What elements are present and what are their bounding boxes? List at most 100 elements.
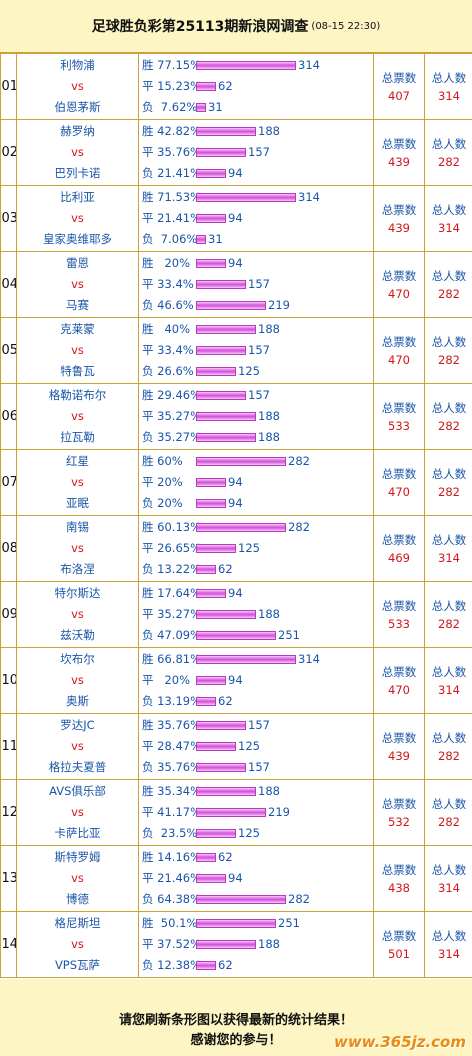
draw-percent-label: 平 15.23% [142, 79, 202, 93]
win-percent-label: 胜 77.15% [142, 58, 202, 72]
win-bar [196, 391, 246, 400]
draw-count: 94 [228, 871, 243, 885]
win-percent-label: 胜 14.16% [142, 850, 202, 864]
total-votes-label: 总票数 [381, 928, 417, 943]
away-team: 奥斯 [66, 694, 89, 708]
win-bar [196, 61, 296, 70]
lose-count: 94 [228, 496, 243, 510]
draw-count: 94 [228, 673, 243, 687]
draw-count: 94 [228, 475, 243, 489]
vs-label: vs [71, 937, 84, 951]
total-people-cell: 总人数 314 [424, 911, 472, 978]
match-row: 01 利物浦 vs 伯恩茅斯 胜 77.15% 314 平 15.23% 62 负 7.… [0, 53, 472, 120]
match-number: 11 [1, 739, 17, 754]
home-team: 红星 [66, 454, 89, 468]
total-votes-cell: 总票数 470 [373, 251, 425, 318]
vs-label: vs [71, 739, 84, 753]
teams-cell: 比利亚 vs 皇家奥维耶多 [16, 185, 139, 252]
total-votes-cell: 总票数 470 [373, 647, 425, 714]
win-percent-label: 胜 40% [142, 322, 191, 336]
total-votes-value: 470 [388, 286, 410, 301]
match-row: 11 罗达JC vs 格拉夫夏普 胜 35.76% 157 平 28.47% 125 负… [0, 713, 472, 780]
away-team: 伯恩茅斯 [54, 100, 101, 114]
vs-label: vs [71, 145, 84, 159]
away-team: 博德 [66, 892, 89, 906]
draw-line: 平 20% 94 [139, 670, 373, 691]
win-count: 62 [218, 850, 233, 864]
win-line: 胜 66.81% 314 [139, 649, 373, 670]
lose-count: 125 [238, 826, 260, 840]
draw-line: 平 20% 94 [139, 472, 373, 493]
match-row: 04 雷恩 vs 马赛 胜 20% 94 平 33.4% 157 负 46.6% 219 总… [0, 251, 472, 318]
total-people-value: 314 [438, 88, 460, 103]
total-votes-label: 总票数 [381, 400, 417, 415]
lose-line: 负 46.6% 219 [139, 295, 373, 316]
lose-percent-label: 负 35.76% [142, 760, 202, 774]
win-bar [196, 655, 296, 664]
total-people-cell: 总人数 314 [424, 647, 472, 714]
draw-bar [196, 874, 226, 883]
total-votes-cell: 总票数 533 [373, 383, 425, 450]
win-bar [196, 457, 286, 466]
footer: 请您刷新条形图以获得最新的统计结果！ 感谢您的参与！ www.365jz.com [0, 979, 472, 1056]
lose-bar [196, 961, 216, 970]
lose-percent-label: 负 46.6% [142, 298, 194, 312]
match-row: 08 南锡 vs 布洛涅 胜 60.13% 282 平 26.65% 125 负 13.… [0, 515, 472, 582]
match-number: 03 [1, 211, 17, 226]
match-row: 14 格尼斯坦 vs VPS瓦萨 胜 50.1% 251 平 37.52% 188 负 … [0, 911, 472, 978]
win-count: 282 [288, 520, 310, 534]
lose-line: 负 7.06% 31 [139, 229, 373, 250]
survey-table: 01 利物浦 vs 伯恩茅斯 胜 77.15% 314 平 15.23% 62 负 7.… [0, 53, 472, 978]
match-number: 02 [1, 145, 17, 160]
home-team: 斯特罗姆 [54, 850, 101, 864]
stats-cell: 胜 66.81% 314 平 20% 94 负 13.19% 62 [138, 647, 374, 714]
total-votes-cell: 总票数 501 [373, 911, 425, 978]
total-votes-value: 469 [388, 550, 410, 565]
draw-count: 188 [258, 937, 280, 951]
draw-count: 125 [238, 739, 260, 753]
total-people-cell: 总人数 314 [424, 515, 472, 582]
total-people-value: 282 [438, 814, 460, 829]
total-votes-value: 501 [388, 946, 410, 961]
lose-percent-label: 负 13.22% [142, 562, 202, 576]
win-bar [196, 193, 296, 202]
total-people-label: 总人数 [431, 268, 467, 283]
lose-count: 251 [278, 628, 300, 642]
match-number: 10 [1, 673, 17, 688]
total-votes-value: 439 [388, 748, 410, 763]
lose-percent-label: 负 23.5% [142, 826, 198, 840]
lose-bar [196, 565, 216, 574]
survey-title: 足球胜负彩第25113期新浪网调查 [91, 19, 309, 35]
stats-cell: 胜 20% 94 平 33.4% 157 负 46.6% 219 [138, 251, 374, 318]
total-people-value: 282 [438, 484, 460, 499]
total-people-cell: 总人数 282 [424, 713, 472, 780]
match-row: 13 斯特罗姆 vs 博德 胜 14.16% 62 平 21.46% 94 负 64.3… [0, 845, 472, 912]
teams-cell: 克莱蒙 vs 特鲁瓦 [16, 317, 139, 384]
total-votes-label: 总票数 [381, 136, 417, 151]
stats-cell: 胜 42.82% 188 平 35.76% 157 负 21.41% 94 [138, 119, 374, 186]
stats-cell: 胜 35.34% 188 平 41.17% 219 负 23.5% 125 [138, 779, 374, 846]
teams-cell: 坎布尔 vs 奥斯 [16, 647, 139, 714]
away-team: 特鲁瓦 [60, 364, 95, 378]
stats-cell: 胜 50.1% 251 平 37.52% 188 负 12.38% 62 [138, 911, 374, 978]
draw-line: 平 15.23% 62 [139, 76, 373, 97]
win-percent-label: 胜 29.46% [142, 388, 202, 402]
total-votes-label: 总票数 [381, 862, 417, 877]
lose-percent-label: 负 12.38% [142, 958, 202, 972]
away-team: 拉瓦勒 [60, 430, 95, 444]
survey-date: (08-15 22:30) [311, 20, 381, 32]
total-people-value: 314 [438, 220, 460, 235]
win-bar [196, 919, 276, 928]
stats-cell: 胜 29.46% 157 平 35.27% 188 负 35.27% 188 [138, 383, 374, 450]
win-line: 胜 17.64% 94 [139, 583, 373, 604]
match-row: 07 红星 vs 亚眠 胜 60% 282 平 20% 94 负 20% 94 总票数 470… [0, 449, 472, 516]
watermark: www.365jz.com [333, 1033, 466, 1051]
draw-bar [196, 280, 246, 289]
total-votes-value: 533 [388, 418, 410, 433]
lose-count: 31 [208, 232, 223, 246]
total-votes-label: 总票数 [381, 334, 417, 349]
total-people-label: 总人数 [431, 136, 467, 151]
match-number-cell: 06 [0, 383, 17, 450]
draw-percent-label: 平 20% [142, 475, 183, 489]
lose-line: 负 26.6% 125 [139, 361, 373, 382]
